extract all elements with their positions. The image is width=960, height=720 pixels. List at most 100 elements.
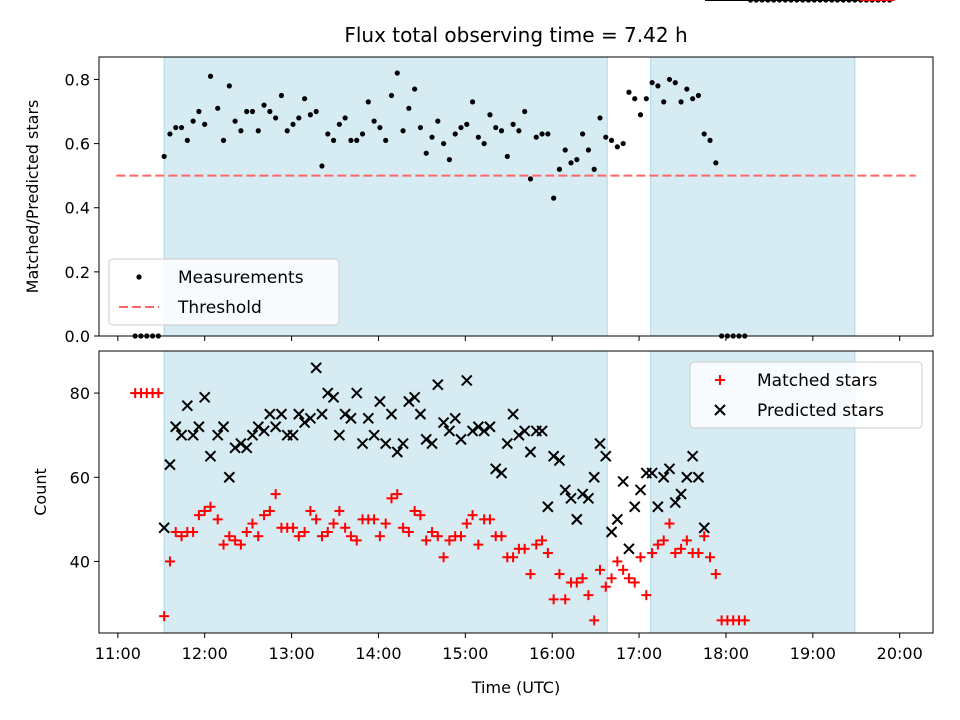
matched-star-point	[153, 388, 164, 399]
predicted-star-mark-b	[204, 450, 217, 462]
predicted-star-mark-b	[368, 429, 380, 441]
x-tick-label: 20:00	[877, 644, 923, 663]
predicted-star-mark-b	[443, 425, 456, 437]
predicted-star-point	[524, 446, 537, 458]
predicted-star-mark-b	[223, 471, 236, 483]
matched-star-point	[589, 615, 600, 626]
predicted-star-mark-b	[351, 387, 363, 399]
predicted-star-point	[252, 421, 264, 433]
predicted-star-mark-b	[437, 416, 450, 429]
predicted-star-point	[193, 421, 205, 433]
predicted-star-mark-b	[269, 421, 282, 433]
predicted-star-mark-b	[356, 437, 369, 450]
predicted-star-point	[287, 429, 299, 441]
measurement-point	[207, 73, 214, 79]
predicted-star-point	[158, 522, 170, 534]
predicted-star-point	[698, 522, 710, 534]
predicted-star-point	[414, 408, 427, 420]
matched-star-point	[600, 581, 611, 592]
matched-star-point	[403, 526, 414, 537]
measurement-point	[556, 166, 563, 172]
matched-star-point	[623, 573, 634, 584]
predicted-star-point	[333, 429, 346, 441]
measurement-point	[666, 76, 673, 83]
predicted-star-mark-b	[170, 421, 182, 433]
measurement-point	[568, 160, 574, 166]
predicted-star-point	[223, 471, 236, 483]
measurement-point	[672, 80, 678, 86]
x-tick-label: 18:00	[703, 644, 749, 663]
measurement-point	[487, 112, 493, 118]
matched-star-point	[699, 531, 710, 542]
predicted-star-point	[258, 425, 270, 437]
predicted-star-point	[403, 395, 415, 408]
predicted-star-mark-b	[420, 433, 432, 446]
legend-measurements-marker	[136, 274, 142, 280]
matched-star-point	[508, 552, 519, 563]
predicted-star-point	[437, 416, 450, 429]
predicted-star-mark-b	[316, 408, 328, 420]
measurement-point	[226, 83, 232, 89]
measurement-point	[655, 83, 661, 89]
predicted-star-mark-b	[187, 429, 199, 441]
measurement-point	[626, 89, 632, 95]
measurement-point	[278, 92, 285, 99]
measurement-point	[249, 108, 256, 115]
matched-star-point	[652, 539, 663, 550]
observing-window-1	[163, 350, 608, 634]
matched-star-point	[670, 548, 681, 559]
measurement-point	[307, 112, 313, 118]
matched-star-point	[676, 543, 687, 554]
matched-star-point	[212, 514, 223, 525]
matched-star-point	[641, 590, 652, 601]
matched-star-point	[392, 489, 403, 500]
predicted-star-point	[675, 488, 687, 500]
bottom-y-axis-label: Count	[31, 468, 50, 516]
measurement-point	[429, 134, 435, 140]
predicted-star-mark-b	[252, 421, 264, 433]
predicted-star-point	[181, 400, 194, 412]
predicted-star-point	[553, 454, 566, 467]
matched-star-point	[531, 539, 542, 550]
top-plot-frame	[98, 56, 934, 337]
measurement-point	[608, 137, 615, 143]
matched-star-point	[386, 493, 397, 504]
matched-star-point	[380, 518, 391, 529]
measurement-point	[348, 137, 354, 143]
predicted-star-point	[426, 437, 438, 450]
predicted-star-mark-b	[686, 450, 699, 462]
predicted-star-mark-b	[576, 488, 589, 500]
predicted-star-mark-b	[217, 421, 230, 433]
predicted-star-mark-b	[339, 408, 351, 420]
legend-matched-label: Matched stars	[757, 371, 877, 391]
matched-star-point	[560, 594, 571, 605]
predicted-star-mark-b	[403, 395, 415, 408]
matched-star-point	[170, 526, 181, 537]
predicted-star-mark-b	[414, 408, 427, 420]
measurement-point	[406, 105, 412, 111]
predicted-star-mark-b	[634, 484, 647, 496]
bottom-plot-frame	[98, 350, 934, 634]
predicted-star-point	[455, 433, 467, 446]
predicted-star-point	[617, 475, 629, 488]
predicted-star-mark-b	[553, 454, 566, 467]
matched-star-point	[455, 531, 466, 542]
predicted-star-point	[175, 429, 188, 441]
matched-star-point	[398, 522, 409, 533]
measurement-point	[475, 134, 481, 140]
matched-star-point	[205, 501, 216, 512]
matched-star-point	[606, 573, 617, 584]
predicted-star-mark-b	[198, 391, 211, 404]
predicted-star-point	[187, 429, 199, 441]
matched-star-point	[438, 552, 449, 563]
chart-title: Flux total observing time = 7.42 h	[344, 23, 687, 47]
measurement-point	[510, 121, 516, 127]
measurement-point	[585, 147, 591, 153]
matched-star-point	[693, 548, 704, 559]
predicted-star-point	[304, 412, 317, 425]
matched-star-point	[577, 573, 588, 584]
matched-star-point	[635, 552, 646, 563]
measurement-point	[330, 137, 337, 143]
matched-star-point	[264, 505, 275, 516]
